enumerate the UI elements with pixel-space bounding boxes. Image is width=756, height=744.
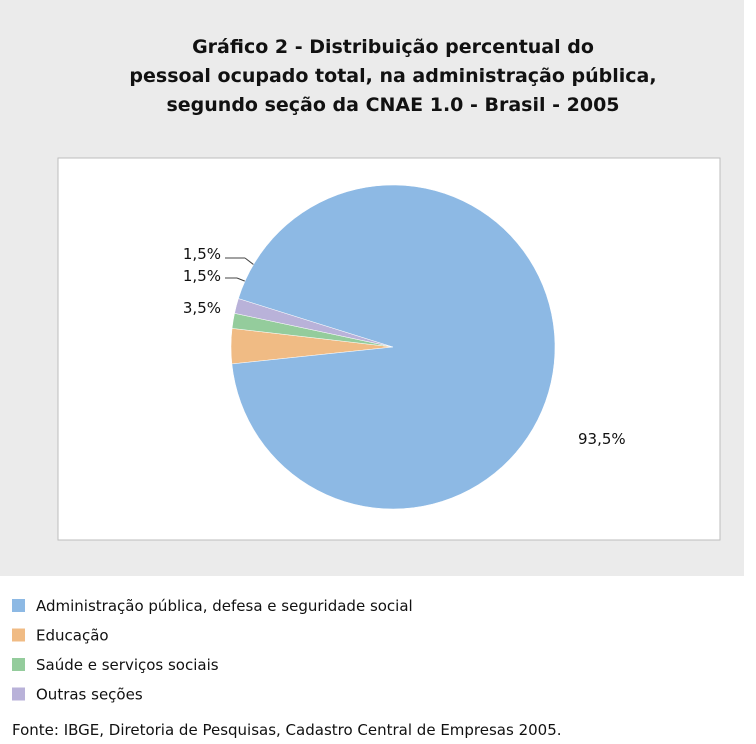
data-label: 93,5% [578,430,626,448]
legend-swatch [12,628,25,642]
legend-label: Educação [36,627,109,645]
source-note: Fonte: IBGE, Diretoria de Pesquisas, Cad… [12,721,562,739]
legend-swatch [12,658,25,671]
legend-swatch [12,687,25,701]
data-label: 1,5% [183,245,221,263]
legend-label: Administração pública, defesa e segurida… [36,597,413,615]
data-label: 1,5% [183,267,221,285]
chart-title: Gráfico 2 - Distribuição percentual do [192,36,594,58]
legend-swatch [12,599,25,612]
pie-slice [231,184,556,510]
legend-label: Saúde e serviços sociais [36,656,219,674]
data-label: 3,5% [183,299,221,317]
chart-title: segundo seção da CNAE 1.0 - Brasil - 200… [166,94,619,116]
legend-label: Outras seções [36,686,143,704]
chart-title: pessoal ocupado total, na administração … [129,65,656,87]
